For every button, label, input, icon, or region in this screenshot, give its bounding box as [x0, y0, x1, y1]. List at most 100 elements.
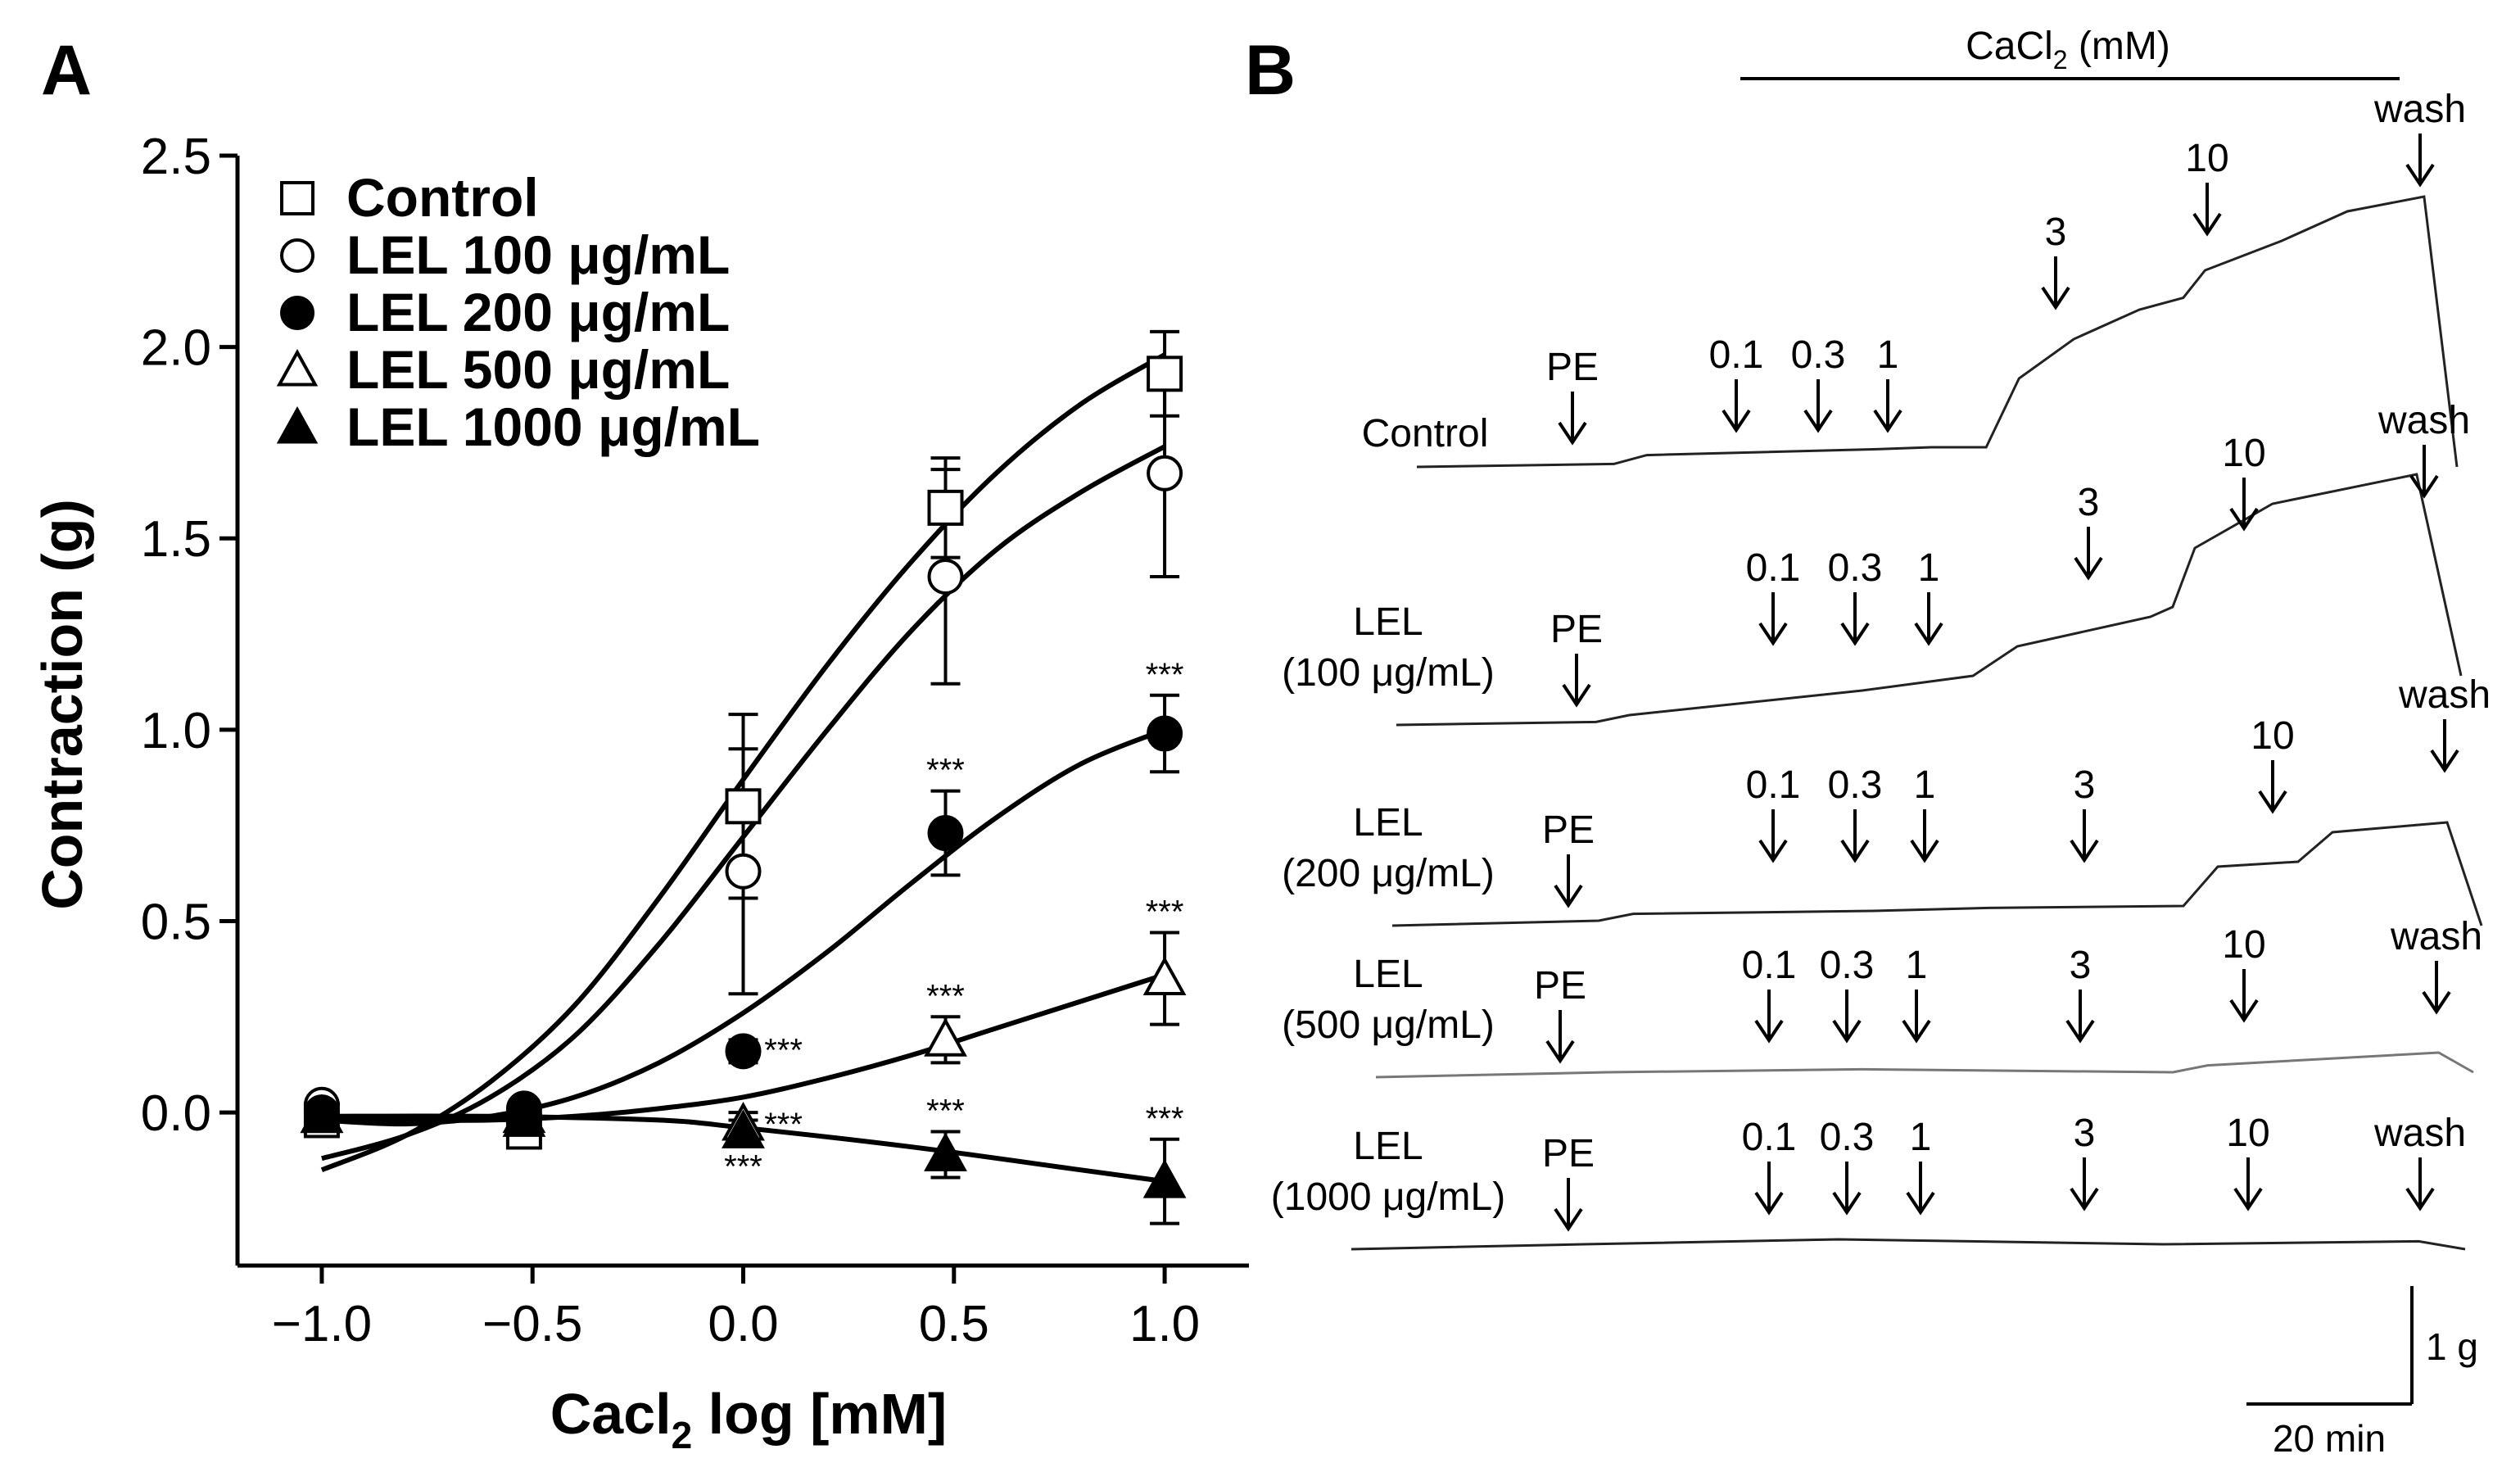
- event-label: 0.3: [1828, 763, 1883, 807]
- y-tick-label: 0.5: [141, 894, 211, 950]
- event-arrow-head: [1840, 839, 1870, 863]
- event-arrow-head: [2409, 474, 2439, 499]
- event-label: 0.1: [1746, 546, 1801, 590]
- event-label: wash: [2377, 399, 2470, 442]
- data-point: [300, 1094, 344, 1134]
- trace-label: LEL: [1353, 801, 1423, 845]
- data-point: [927, 815, 964, 852]
- event-arrow-head: [1906, 1191, 1935, 1216]
- event-arrow-head: [2229, 507, 2259, 532]
- legend-marker: [280, 181, 314, 215]
- legend-marker: [276, 349, 319, 387]
- event-label: 0.1: [1709, 333, 1764, 377]
- event-label: 10: [2222, 923, 2265, 967]
- event-label: 0.1: [1742, 944, 1797, 987]
- y-tick-label: 1.5: [141, 511, 211, 568]
- event-arrow-head: [2192, 212, 2222, 237]
- event-arrow-head: [1758, 839, 1788, 863]
- event-label: 3: [2070, 944, 2092, 987]
- data-point: [1147, 455, 1183, 491]
- data-point: [1142, 956, 1187, 995]
- event-arrow-head: [1545, 1039, 1575, 1064]
- event-arrow-head: [1803, 409, 1833, 433]
- significance-label: ***: [1146, 657, 1184, 693]
- data-point: [927, 489, 964, 526]
- fit-curve: [321, 972, 1165, 1123]
- panel-b-title: CaCl2 (mM): [1966, 25, 2170, 75]
- panel-b-title-rest: (mM): [2068, 25, 2170, 68]
- significance-label: ***: [764, 1032, 803, 1068]
- event-arrow-head: [1910, 839, 1939, 863]
- trace-label: Control: [1362, 412, 1489, 455]
- event-label: 0.3: [1791, 333, 1846, 377]
- event-label: 1: [1918, 546, 1940, 590]
- significance-label: ***: [1146, 1101, 1184, 1137]
- legend-marker: [280, 296, 314, 330]
- y-tick-label: 2.5: [141, 129, 211, 185]
- event-label: 3: [2078, 481, 2100, 524]
- trace-label: (500 μg/mL): [1282, 1003, 1495, 1047]
- event-arrow-head: [1554, 1207, 1583, 1232]
- legend-entry: LEL 100 μg/mL: [346, 224, 730, 285]
- event-arrow-head: [2430, 749, 2459, 773]
- trace-row: LEL (1000 μg/mL) PE 0.1 0.3 1 3 10 wash: [1271, 1112, 2466, 1251]
- significance-label: ***: [764, 1107, 803, 1143]
- event-label: wash: [2390, 915, 2482, 958]
- event-label: 0.1: [1746, 763, 1801, 807]
- panel-b-title-main: CaCl: [1966, 25, 2053, 68]
- event-arrow-head: [1758, 622, 1788, 646]
- event-arrow-head: [1832, 1191, 1862, 1216]
- event-label: PE: [1534, 964, 1586, 1008]
- event-arrow-head: [2070, 839, 2099, 863]
- panel-b-traces: Control PE 0.1 0.3 1 3 10 wash LEL (100 μg/mL) PE 0…: [1271, 88, 2491, 1251]
- event-label: wash: [2398, 673, 2491, 717]
- data-point: [1147, 356, 1183, 392]
- panel-b-label: B: [1245, 31, 1296, 110]
- x-tick-label: 0.5: [919, 1296, 989, 1352]
- tension-trace: [1375, 1051, 2474, 1079]
- event-arrow-head: [1754, 1191, 1784, 1216]
- x-axis-label-sub: 2: [672, 1414, 693, 1456]
- event-arrow-head: [2065, 1019, 2095, 1044]
- event-label: 0.3: [1828, 546, 1883, 590]
- event-label: 10: [2226, 1112, 2269, 1155]
- trace-row: LEL (100 μg/mL) PE 0.1 0.3 1 3 10 wash: [1282, 399, 2470, 727]
- x-axis-label-rest: log [mM]: [692, 1382, 947, 1446]
- data-point: [1147, 715, 1183, 752]
- event-label: PE: [1550, 608, 1603, 651]
- event-label: PE: [1542, 1132, 1595, 1175]
- significance-label: ***: [926, 978, 965, 1014]
- event-label: PE: [1542, 808, 1595, 852]
- y-tick-label: 0.0: [141, 1085, 211, 1142]
- significance-label: ***: [926, 753, 965, 789]
- data-point: [725, 1033, 762, 1070]
- event-arrow-head: [2422, 990, 2451, 1015]
- event-arrow-head: [1562, 683, 1591, 708]
- x-tick-label: −1.0: [272, 1296, 372, 1352]
- event-arrow-head: [2405, 1187, 2435, 1212]
- x-tick-label: 1.0: [1129, 1296, 1200, 1352]
- panel-b-title-sub: 2: [2053, 45, 2068, 75]
- x-axis-label-main: Cacl: [550, 1382, 672, 1446]
- trace-row: LEL (200 μg/mL) PE 0.1 0.3 1 3 10 wash: [1282, 673, 2491, 927]
- event-arrow-head: [2233, 1187, 2263, 1212]
- data-point: [502, 1098, 546, 1137]
- tension-trace: [1391, 821, 2483, 927]
- data-point: [725, 853, 762, 890]
- x-tick-label: −0.5: [482, 1296, 582, 1352]
- event-label: 3: [2074, 1112, 2096, 1155]
- legend-marker: [280, 238, 314, 273]
- x-axis-label: Cacl2 log [mM]: [550, 1382, 948, 1456]
- legend-marker: [276, 406, 319, 444]
- event-label: 1: [1914, 763, 1936, 807]
- panel-a-significance-labels: ************************ ***: [724, 657, 1183, 1185]
- event-label: 3: [2074, 763, 2096, 807]
- scale-bar-x-label: 20 min: [2273, 1417, 2386, 1460]
- data-point: [927, 558, 964, 595]
- legend-entry: LEL 500 μg/mL: [346, 339, 730, 400]
- significance-label: ***: [926, 1093, 965, 1129]
- scale-bars: 1 g 20 min: [2246, 1286, 2478, 1460]
- data-point: [924, 1017, 967, 1057]
